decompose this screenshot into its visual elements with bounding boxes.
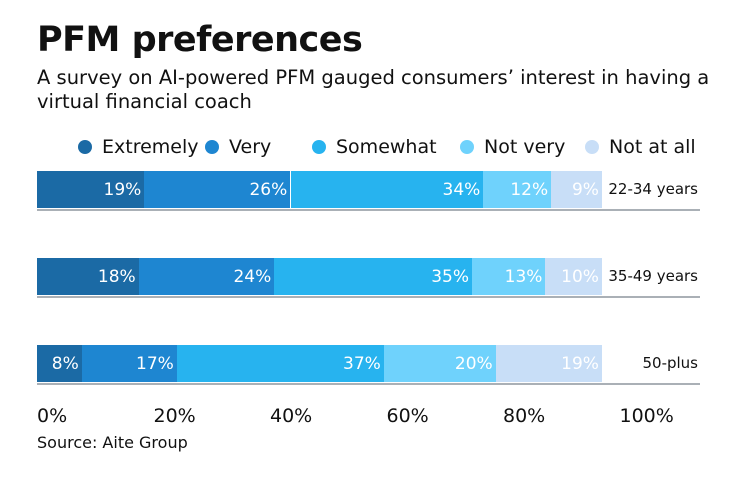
bar-segment: 24% — [138, 258, 275, 295]
data-label: 19% — [561, 353, 599, 374]
legend-label: Not very — [484, 136, 566, 158]
bar-segment: 37% — [176, 345, 384, 382]
data-label: 20% — [454, 353, 493, 374]
data-label: 8% — [51, 353, 79, 374]
x-tick-label: 100% — [619, 405, 674, 427]
x-tick-label: 80% — [503, 405, 546, 427]
source-note: Source: Aite Group — [37, 433, 188, 452]
bar-segment: 18% — [37, 258, 139, 295]
data-label: 19% — [103, 179, 142, 200]
data-label: 13% — [504, 266, 543, 287]
bar-segment: 17% — [81, 345, 177, 382]
row-divider — [37, 383, 700, 385]
legend-item: Not very — [460, 136, 565, 158]
category-label: 50-plus — [642, 354, 698, 372]
legend-swatch — [205, 140, 219, 154]
bar-row: 18% 24% 35% 13% 10% — [37, 258, 602, 295]
data-label: 24% — [233, 266, 272, 287]
data-label: 26% — [249, 179, 288, 200]
bar-segment: 10% — [545, 258, 602, 295]
legend-item: Very — [205, 136, 271, 158]
bar-segment: 8% — [37, 345, 82, 382]
category-label: 35-49 years — [608, 267, 698, 285]
bar-segment: 20% — [383, 345, 496, 382]
data-label: 9% — [571, 179, 599, 200]
row-divider — [37, 209, 700, 211]
bar-segment: 26% — [144, 171, 292, 208]
x-tick-label: 0% — [37, 405, 68, 427]
x-tick-label: 60% — [386, 405, 429, 427]
bar-segment: 19% — [495, 345, 602, 382]
data-label: 18% — [97, 266, 136, 287]
bar-segment: 13% — [472, 258, 546, 295]
data-label: 17% — [136, 353, 174, 374]
legend-swatch — [78, 140, 92, 154]
legend-item: Extremely — [78, 136, 199, 158]
data-label: 10% — [561, 266, 599, 287]
chart-title: PFM preferences — [37, 20, 363, 60]
bar-segment: 9% — [551, 171, 602, 208]
legend-swatch — [460, 140, 474, 154]
x-tick-label: 40% — [270, 405, 313, 427]
row-divider — [37, 296, 700, 298]
legend-item: Not at all — [585, 136, 696, 158]
data-label: 34% — [442, 179, 481, 200]
data-label: 12% — [510, 179, 549, 200]
legend-swatch — [585, 140, 599, 154]
bar-segment: 35% — [274, 258, 473, 295]
x-tick-label: 20% — [153, 405, 196, 427]
chart-subtitle: A survey on AI-powered PFM gauged consum… — [37, 66, 710, 113]
bar-segment: 34% — [291, 171, 484, 208]
category-label: 22-34 years — [608, 180, 698, 198]
data-label: 37% — [343, 353, 381, 374]
legend-label: Very — [229, 136, 272, 158]
bar-segment: 19% — [37, 171, 145, 208]
data-label: 35% — [431, 266, 470, 287]
legend-label: Not at all — [609, 136, 696, 158]
legend-item: Somewhat — [312, 136, 437, 158]
legend-label: Somewhat — [336, 136, 437, 158]
legend-label: Extremely — [102, 136, 199, 158]
bar-row: 8% 17% 37% 20% 19% — [37, 345, 602, 382]
bar-row: 19% 26% 34% 12% 9% — [37, 171, 602, 208]
bar-segment: 12% — [483, 171, 552, 208]
legend-swatch — [312, 140, 326, 154]
legend: Extremely Very Somewhat Not very Not at all — [0, 136, 740, 162]
